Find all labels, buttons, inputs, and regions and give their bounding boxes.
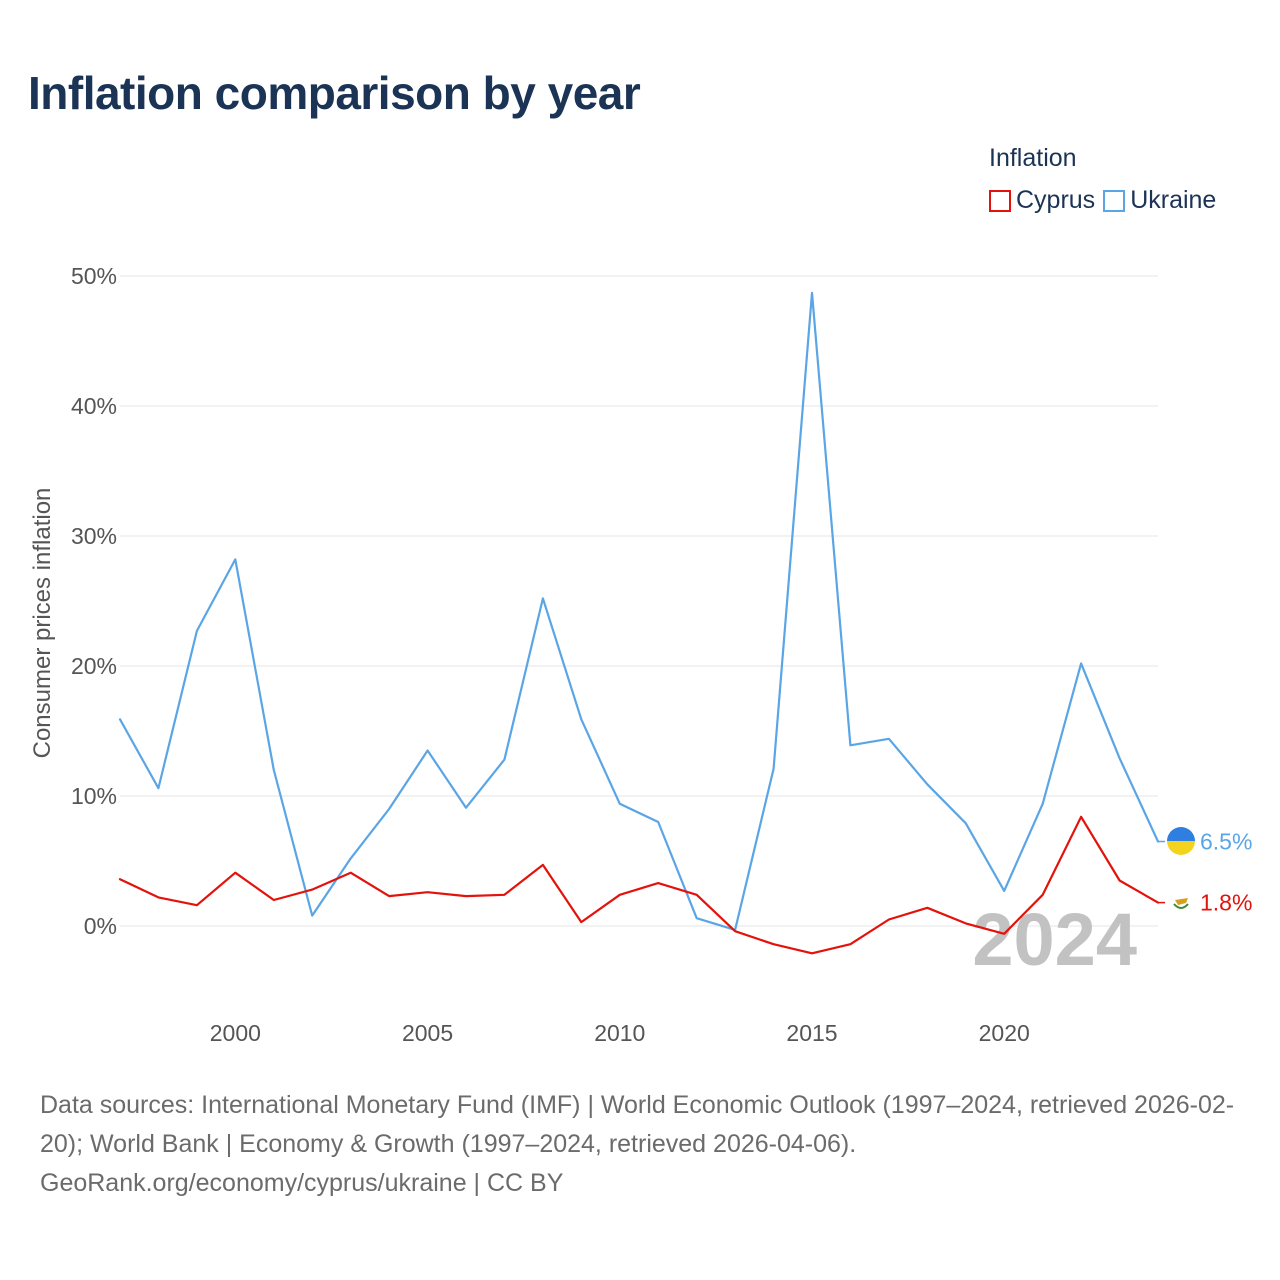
end-value-labels: 6.5% 1.8% xyxy=(1200,829,1252,916)
y-tick-label: 40% xyxy=(71,393,117,419)
end-label-cyprus: 1.8% xyxy=(1200,890,1252,916)
legend-item-ukraine[interactable]: Ukraine xyxy=(1103,186,1216,215)
series-line-cyprus[interactable] xyxy=(118,815,1160,955)
y-tick-label: 30% xyxy=(71,523,117,549)
chart-title: Inflation comparison by year xyxy=(28,67,641,119)
gridlines xyxy=(120,275,1158,927)
cyprus-swatch xyxy=(989,189,1011,212)
x-tick-label: 2015 xyxy=(786,1020,837,1046)
y-axis-title: Consumer prices inflation xyxy=(29,488,56,759)
series-line-ukraine[interactable] xyxy=(118,291,1160,932)
footer: Data sources: International Monetary Fun… xyxy=(40,1086,1250,1203)
y-tick-label: 20% xyxy=(71,653,117,679)
x-axis-ticks: 2000 2005 2010 2015 2020 xyxy=(210,1020,1030,1046)
ukraine-flag-icon xyxy=(1167,827,1195,855)
attribution-text: GeoRank.org/economy/cyprus/ukraine | CC … xyxy=(40,1169,564,1197)
ukraine-swatch xyxy=(1103,189,1126,212)
x-tick-label: 2005 xyxy=(402,1020,453,1046)
cyprus-flag-icon xyxy=(1173,895,1189,911)
legend-label-cyprus: Cyprus xyxy=(1016,186,1096,214)
y-tick-label: 50% xyxy=(71,263,117,289)
x-tick-label: 2020 xyxy=(979,1020,1030,1046)
x-tick-label: 2000 xyxy=(210,1020,261,1046)
series-lines xyxy=(118,291,1165,955)
line-chart: 0% 10% 20% 30% 40% 50% 2000 2005 2010 2015 2020 C… xyxy=(29,263,1252,1046)
x-tick-label: 2010 xyxy=(594,1020,645,1046)
y-tick-label: 0% xyxy=(84,913,117,939)
legend-label-ukraine: Ukraine xyxy=(1130,186,1217,214)
y-tick-label: 10% xyxy=(71,783,117,809)
year-watermark: 2024 xyxy=(972,898,1137,981)
legend-title: Inflation xyxy=(989,144,1077,172)
data-sources-text: Data sources: International Monetary Fun… xyxy=(40,1091,1235,1158)
end-label-ukraine: 6.5% xyxy=(1200,829,1252,855)
y-axis-ticks: 0% 10% 20% 30% 40% 50% xyxy=(71,263,117,939)
legend-item-cyprus[interactable]: Cyprus xyxy=(989,186,1095,215)
end-markers xyxy=(1167,827,1195,911)
legend: Cyprus Ukraine xyxy=(989,186,1216,215)
